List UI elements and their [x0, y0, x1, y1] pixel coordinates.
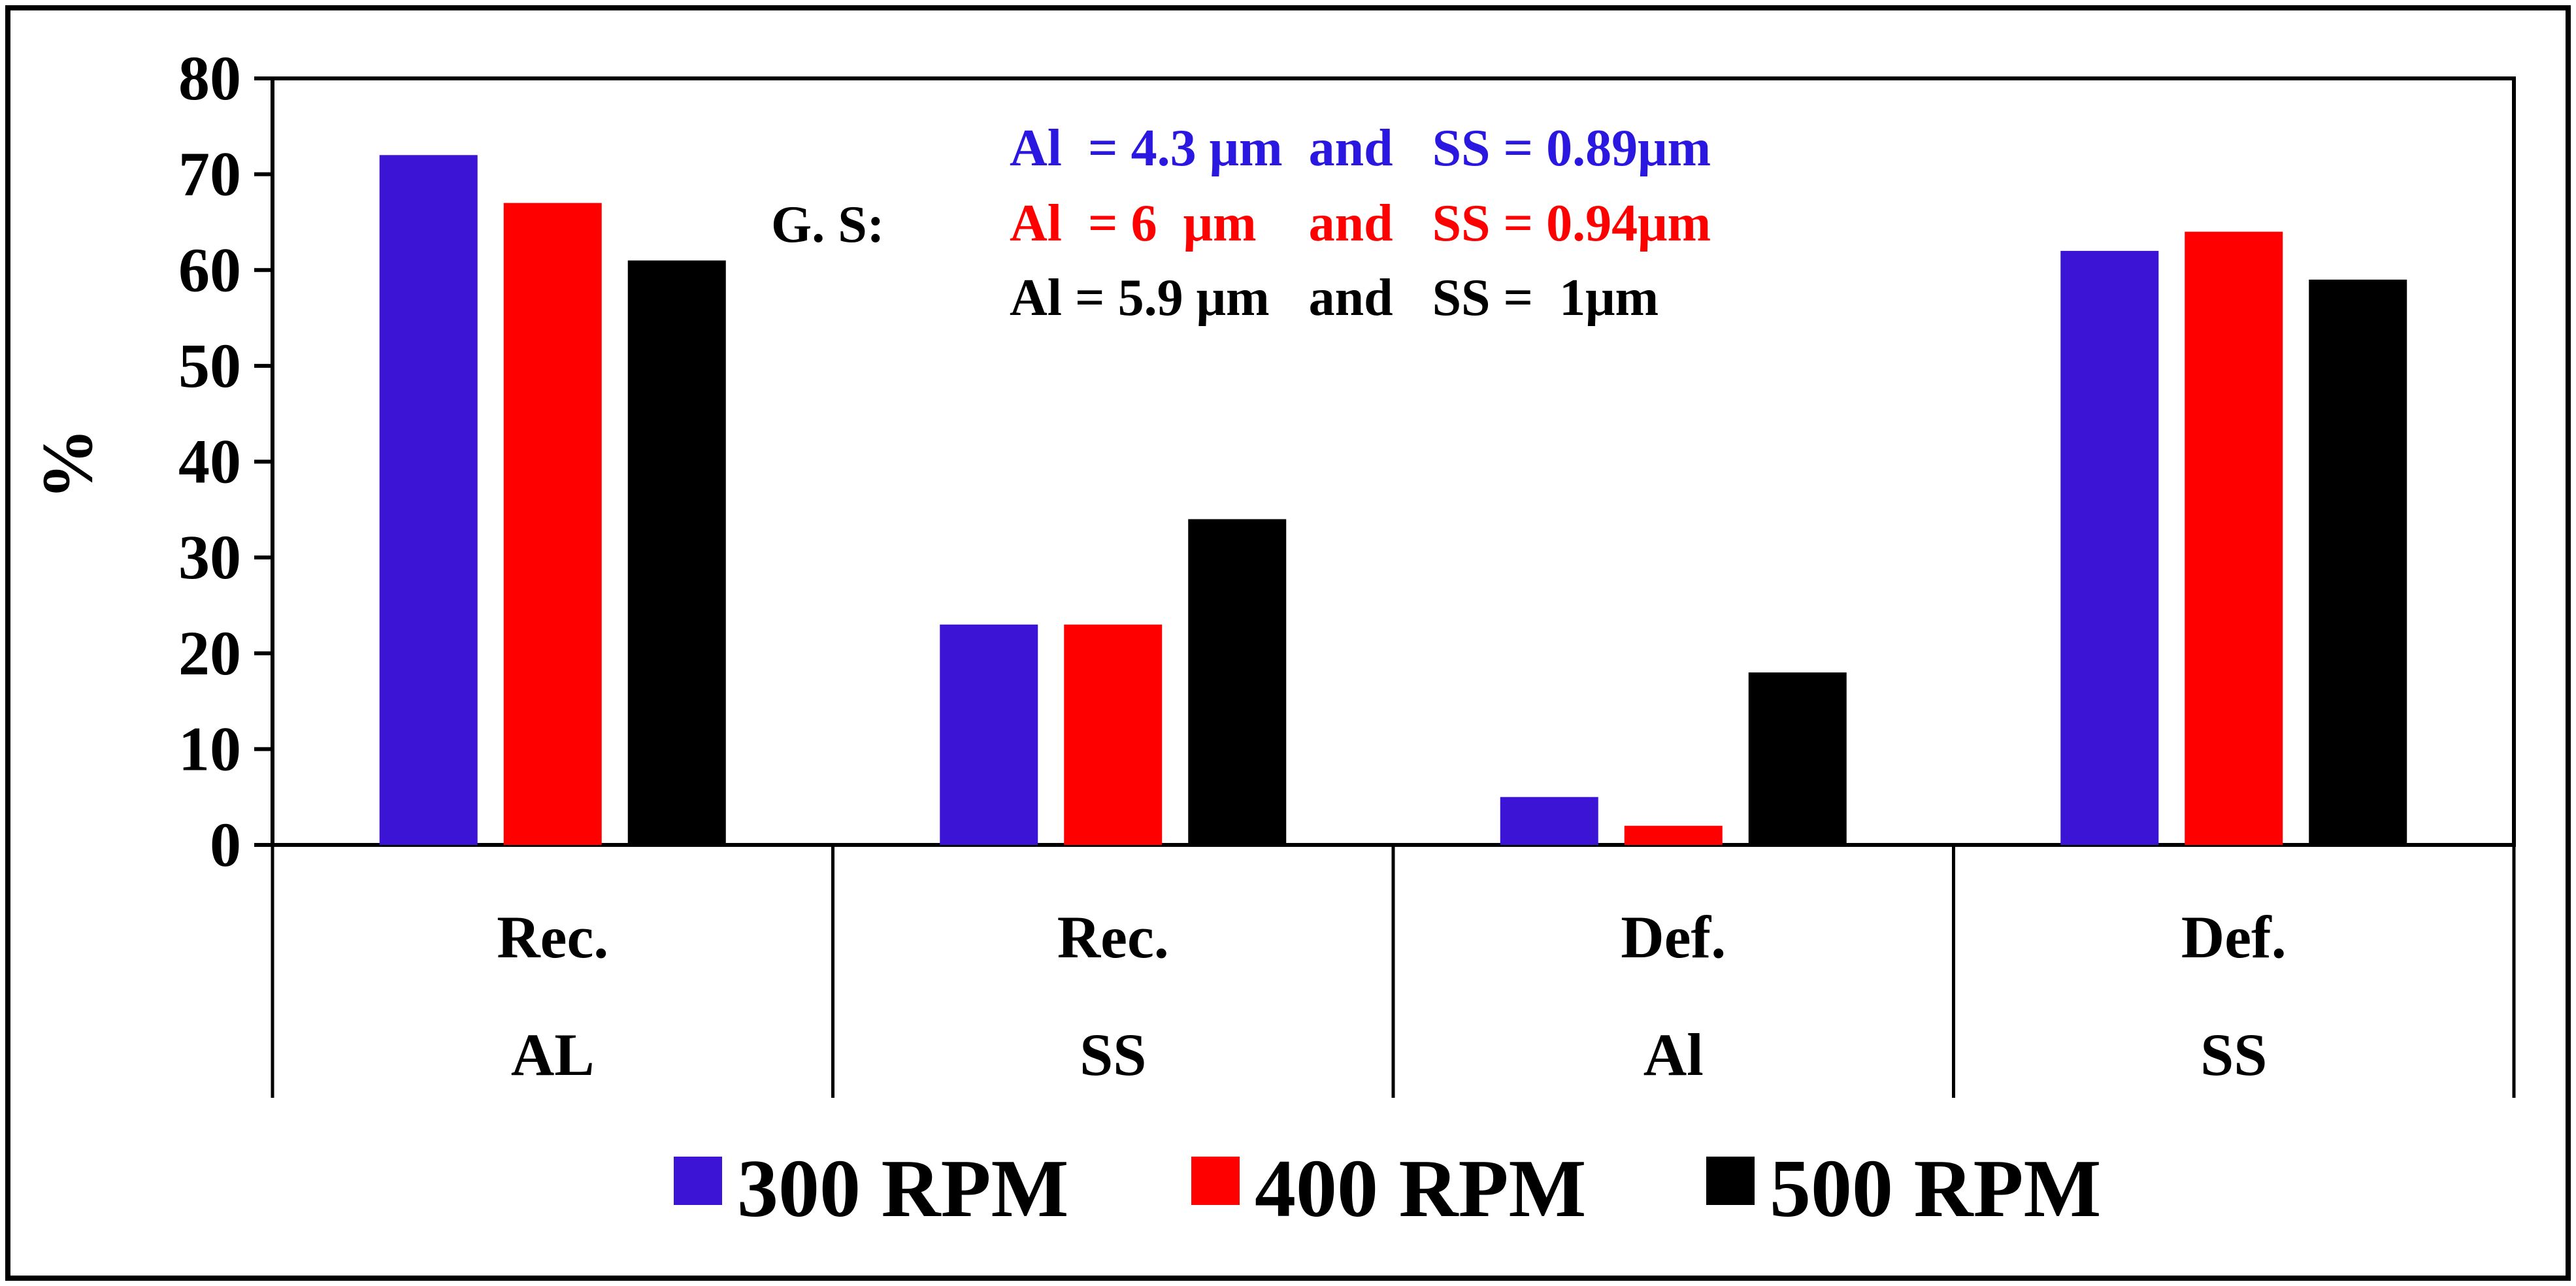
bar [1188, 519, 1287, 845]
y-tick-label: 50 [178, 331, 241, 401]
legend-label-500-rpm: 500 RPM [1770, 1144, 2101, 1234]
bars-group [379, 155, 2407, 846]
bar [1064, 624, 1163, 845]
annotation: G. S: Al = 4.3 μm and SS = 0.89μm Al = 6… [771, 120, 1711, 327]
legend-label-300-rpm: 300 RPM [737, 1144, 1068, 1234]
y-tick-label: 40 [178, 427, 241, 497]
y-tick-label: 30 [178, 522, 241, 592]
y-tick-label: 0 [210, 810, 241, 880]
annotation-line-2: Al = 6 μm and SS = 0.94μm [1010, 195, 1711, 252]
legend-label-400-rpm: 400 RPM [1255, 1144, 1586, 1234]
legend: 300 RPM 400 RPM 500 RPM [674, 1144, 2101, 1234]
y-tick-label: 60 [178, 235, 241, 305]
category-label-bottom: SS [1080, 1021, 1146, 1088]
bar [940, 624, 1038, 845]
category-label-top: Rec. [1057, 904, 1169, 970]
category-label-top: Def. [2181, 904, 2287, 970]
y-tick-label: 70 [178, 139, 241, 209]
y-tick-label: 10 [178, 714, 241, 783]
bar [1748, 672, 1847, 845]
category-label-top: Def. [1621, 904, 1726, 970]
plot-area [271, 76, 2516, 847]
x-axis: Rec. AL Rec. SS Def. Al Def. SS [271, 845, 2516, 1098]
bar [1624, 825, 1723, 845]
category-label-bottom: AL [511, 1021, 595, 1088]
y-tick-label: 20 [178, 618, 241, 688]
legend-swatch-500-rpm [1706, 1157, 1755, 1205]
bar [503, 203, 602, 845]
annotation-prefix: G. S: [771, 196, 884, 254]
bar [1500, 797, 1598, 845]
category-label-top: Rec. [497, 904, 608, 970]
category-label-bottom: SS [2200, 1021, 2267, 1088]
legend-swatch-400-rpm [1191, 1157, 1240, 1205]
bar [379, 155, 478, 845]
bar [2060, 250, 2159, 845]
y-axis-label: % [27, 428, 107, 500]
legend-swatch-300-rpm [674, 1157, 722, 1205]
bar [2309, 279, 2407, 846]
annotation-line-3: Al = 5.9 μm and SS = 1μm [1010, 269, 1659, 327]
bar [2185, 231, 2283, 846]
bar [627, 260, 726, 845]
annotation-line-1: Al = 4.3 μm and SS = 0.89μm [1010, 120, 1711, 177]
category-label-bottom: Al [1643, 1021, 1704, 1088]
y-tick-label: 80 [178, 43, 241, 113]
y-axis: 0 10 20 30 40 50 60 70 80 [178, 43, 272, 880]
